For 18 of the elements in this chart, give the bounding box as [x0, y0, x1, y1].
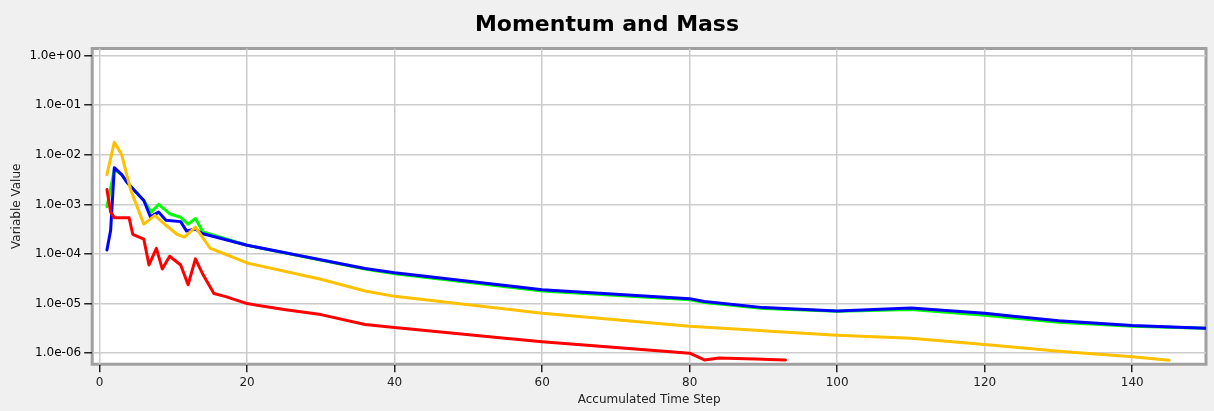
- x-tick-label: 60: [534, 374, 550, 389]
- y-axis-title: Variable Value: [9, 163, 24, 249]
- y-tick-label: 1.0e-06: [35, 345, 82, 360]
- y-tick-label: 1.0e-02: [35, 146, 82, 161]
- y-tick-label: 1.0e+00: [29, 47, 82, 62]
- x-axis-title: Accumulated Time Step: [577, 391, 721, 406]
- x-tick-label: 0: [95, 374, 104, 389]
- chart-title: Momentum and Mass: [474, 10, 740, 36]
- x-tick-label: 120: [973, 374, 997, 389]
- y-tick-label: 1.0e-04: [35, 246, 82, 261]
- x-tick-label: 80: [682, 374, 698, 389]
- x-tick-label: 100: [825, 374, 849, 389]
- x-tick-label: 20: [239, 374, 255, 389]
- x-tick-label: 140: [1120, 374, 1144, 389]
- x-tick-label: 40: [386, 374, 403, 389]
- y-tick-label: 1.0e-01: [35, 97, 82, 112]
- y-tick-label: 1.0e-05: [35, 295, 82, 310]
- y-tick-label: 1.0e-03: [35, 196, 82, 211]
